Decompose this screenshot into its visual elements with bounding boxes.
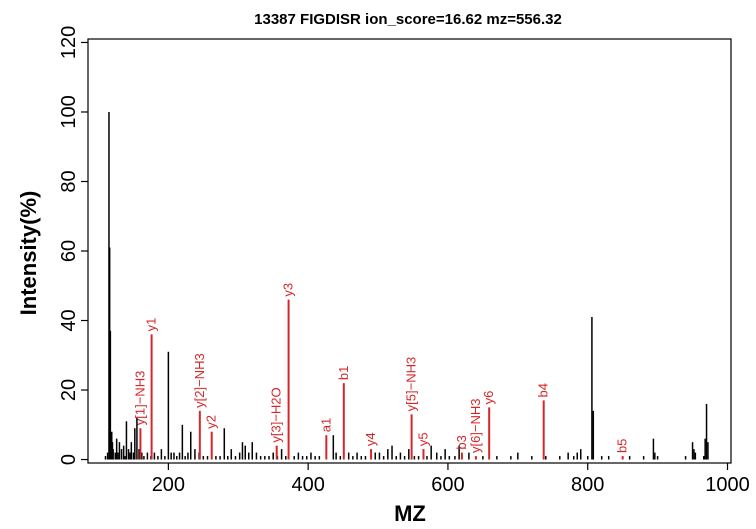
peak-label: y[6]−NH3	[468, 398, 483, 453]
peak-label: b5	[615, 439, 630, 453]
x-tick-label: 1000	[705, 474, 750, 496]
peak-label: y[1]−NH3	[132, 371, 147, 426]
x-axis-title: MZ	[394, 501, 426, 526]
y-tick-label: 60	[58, 240, 80, 262]
y-tick-label: 100	[58, 95, 80, 128]
peak-label: y2	[204, 415, 219, 429]
peak-label: y3	[281, 283, 296, 297]
peak-label: y[5]−NH3	[404, 357, 419, 412]
peak-label: y[3]−H2O	[269, 387, 284, 442]
y-tick-label: 120	[58, 26, 80, 59]
x-tick-label: 200	[152, 474, 185, 496]
peak-label: y[2]−NH3	[192, 353, 207, 408]
peak-label: y4	[363, 432, 378, 446]
peak-label: b1	[336, 366, 351, 380]
peak-label: b3	[454, 435, 469, 449]
peak-label: y1	[144, 318, 159, 332]
unmatched-peaks	[104, 111, 709, 460]
y-tick-label: 80	[58, 170, 80, 192]
y-tick-label: 20	[58, 379, 80, 401]
peak-label: b4	[536, 383, 551, 397]
y-tick-label: 40	[58, 309, 80, 331]
y-tick-label: 0	[58, 454, 80, 465]
chart-title: 13387 FIGDISR ion_score=16.62 mz=556.32	[254, 11, 562, 28]
x-tick-label: 400	[291, 474, 324, 496]
matched-peaks: y[1]−NH3 y1 y[2]−NH3 y2 y[3]−H2O y3 a1 b1 y4 y[5]…	[132, 283, 630, 460]
x-tick-label: 600	[431, 474, 464, 496]
y-axis: 0 20 40 60 80 100 120	[58, 26, 88, 465]
y-axis-title: Intensity(%)	[16, 191, 41, 316]
peak-label: y5	[415, 432, 430, 446]
x-axis: 200 400 600 800 1000	[152, 463, 750, 496]
x-tick-label: 800	[571, 474, 604, 496]
peak-label: a1	[318, 418, 333, 432]
peak-label: y6	[481, 391, 496, 405]
